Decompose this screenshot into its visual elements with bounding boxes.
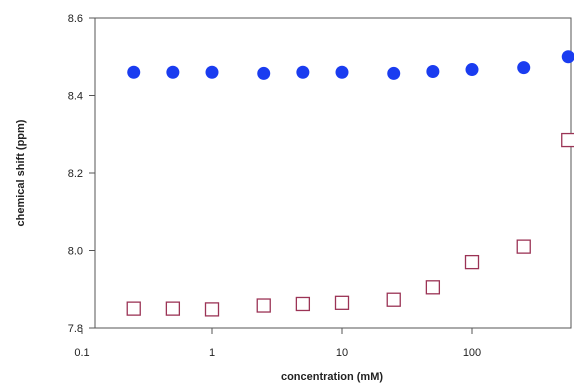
data-point-circle xyxy=(296,65,310,79)
x-axis-title: concentration (mM) xyxy=(281,371,383,383)
data-point-square xyxy=(425,280,441,295)
data-point-circle xyxy=(257,66,271,80)
x-tick-label: 1 xyxy=(209,347,215,359)
data-point-square xyxy=(386,292,401,307)
x-tick-label: 0.1 xyxy=(74,347,89,359)
y-tick-label: 8.2 xyxy=(68,168,83,180)
x-tick-label: 10 xyxy=(336,347,348,359)
plot-frame xyxy=(94,17,572,329)
y-tick-label: 8.6 xyxy=(68,13,83,25)
data-point-circle xyxy=(205,65,219,79)
data-point-square xyxy=(165,301,181,316)
data-point-square xyxy=(204,302,220,317)
y-tick-label: 8.4 xyxy=(68,91,83,103)
y-tick-label: 7.8 xyxy=(68,323,83,335)
data-point-square xyxy=(126,301,141,316)
data-point-circle xyxy=(517,61,531,75)
data-point-circle xyxy=(426,64,440,78)
data-point-square xyxy=(295,296,311,312)
y-axis-title: chemical shift (ppm) xyxy=(15,119,27,226)
y-tick-label: 8.0 xyxy=(68,246,83,258)
data-point-circle xyxy=(166,65,180,79)
x-tick-label: 100 xyxy=(463,347,481,359)
x-axis: 0.1 1 10 100 concentration (mM) xyxy=(74,328,481,383)
data-point-circle xyxy=(387,66,401,80)
data-point-square xyxy=(464,254,480,270)
data-point-square xyxy=(516,239,531,254)
y-axis: 8.6 8.4 8.2 8.0 7.8 chemical shift (ppm) xyxy=(15,13,95,335)
series-layer xyxy=(126,50,574,317)
data-point-square xyxy=(334,295,350,310)
data-point-square xyxy=(561,132,574,148)
data-point-circle xyxy=(465,63,479,77)
data-point-square xyxy=(256,298,271,313)
data-point-circle xyxy=(335,65,349,79)
data-point-circle xyxy=(127,65,141,79)
data-point-circle xyxy=(561,50,574,64)
